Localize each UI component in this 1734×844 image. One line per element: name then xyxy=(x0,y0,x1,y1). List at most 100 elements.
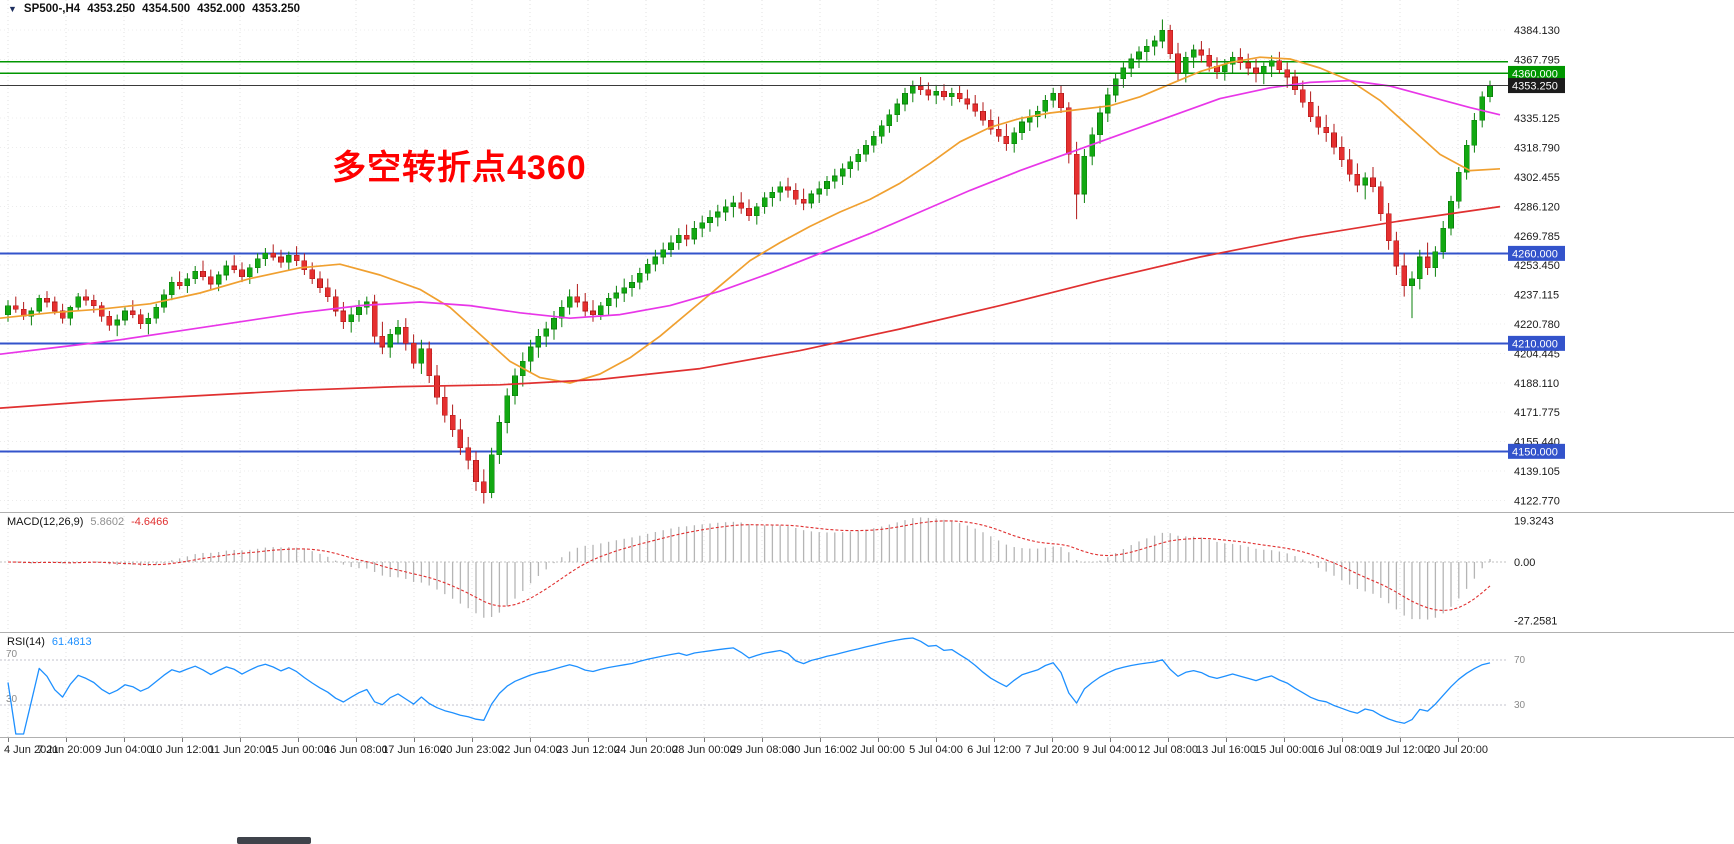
time-label: 17 Jun 16:00 xyxy=(382,744,446,756)
time-tick xyxy=(356,738,357,742)
candle xyxy=(371,301,378,337)
candle xyxy=(67,307,74,319)
time-tick xyxy=(588,738,589,742)
candle xyxy=(208,276,214,285)
price-box-label: 4260.000 xyxy=(1512,248,1558,260)
time-tick xyxy=(66,738,67,742)
macd-header: MACD(12,26,9) 5.8602 -4.6466 xyxy=(7,516,168,528)
panel-separator[interactable] xyxy=(0,632,1734,633)
price-tick-label: 4237.115 xyxy=(1514,290,1559,302)
candle xyxy=(1456,172,1462,202)
candle xyxy=(980,110,986,121)
candle xyxy=(1370,177,1376,188)
time-label: 16 Jun 08:00 xyxy=(324,744,388,756)
candle xyxy=(426,348,433,377)
rsi-panel[interactable]: 70 70 30 30 xyxy=(0,632,1734,737)
candle xyxy=(317,278,323,288)
candle xyxy=(987,119,994,130)
time-tick xyxy=(1284,738,1285,742)
price-tick-label: 4171.775 xyxy=(1514,407,1560,419)
candle xyxy=(1175,53,1181,74)
macd-axis-label: 0.00 xyxy=(1514,557,1535,569)
candle xyxy=(785,186,791,191)
candle xyxy=(1058,92,1064,108)
price-tick-label: 4302.455 xyxy=(1514,172,1560,184)
candle xyxy=(1463,145,1470,173)
time-label: 10 Jun 12:00 xyxy=(150,744,214,756)
candle xyxy=(340,310,347,323)
time-label: 4 Jun 2021 xyxy=(4,744,59,756)
ohlc-open: 4353.250 xyxy=(87,3,136,15)
candle xyxy=(28,310,35,317)
time-tick xyxy=(1110,738,1111,742)
candle xyxy=(948,92,955,98)
panel-separator[interactable] xyxy=(0,512,1734,513)
candle xyxy=(1487,85,1493,98)
macd-panel[interactable]: 19.3243 0.00 -27.2581 xyxy=(0,512,1734,632)
time-label: 24 Jun 20:00 xyxy=(614,744,678,756)
candle xyxy=(527,346,534,362)
time-label: 5 Jul 04:00 xyxy=(909,744,963,756)
candle xyxy=(324,287,331,297)
ohlc-low: 4352.000 xyxy=(197,3,246,15)
time-label: 15 Jun 00:00 xyxy=(266,744,330,756)
candle xyxy=(1081,155,1088,195)
time-tick xyxy=(414,738,415,742)
candle xyxy=(1339,146,1345,161)
candle xyxy=(512,375,518,396)
candle xyxy=(707,217,713,224)
candle xyxy=(91,299,97,306)
candle xyxy=(247,267,253,278)
candle xyxy=(1136,51,1142,60)
time-tick xyxy=(1342,738,1343,742)
candle xyxy=(699,222,706,229)
candle xyxy=(44,298,50,303)
candle xyxy=(714,211,721,218)
candle xyxy=(582,301,589,312)
candle xyxy=(1198,49,1205,56)
candle xyxy=(668,242,674,251)
time-tick xyxy=(878,738,879,742)
candle xyxy=(5,305,11,315)
candle xyxy=(285,254,292,263)
candle xyxy=(629,281,635,288)
candle xyxy=(1019,121,1025,134)
candle xyxy=(496,422,503,456)
candle xyxy=(13,305,19,310)
candle xyxy=(215,274,222,285)
candle xyxy=(972,103,979,112)
time-tick xyxy=(1226,738,1227,742)
time-tick xyxy=(472,738,473,742)
candle xyxy=(597,305,604,315)
price-box xyxy=(1508,443,1565,459)
candle xyxy=(738,202,745,209)
collapse-triangle-icon[interactable]: ▼ xyxy=(8,4,17,14)
candle xyxy=(1362,177,1368,186)
candle xyxy=(1315,116,1322,128)
candle xyxy=(176,281,183,287)
candle xyxy=(621,287,628,294)
candle xyxy=(1307,101,1314,117)
time-axis[interactable]: 4 Jun 2021 7 Jun 20:00 9 Jun 04:00 10 Jun 1… xyxy=(0,737,1734,761)
price-chart[interactable]: 4384.130 4367.795 4335.125 4318.790 4302.455… xyxy=(0,0,1734,512)
price-tick-label: 4384.130 xyxy=(1514,25,1560,37)
ma-mid-line xyxy=(0,79,1501,356)
candle xyxy=(278,256,284,263)
candle xyxy=(231,265,237,270)
candle xyxy=(574,296,581,303)
candle xyxy=(1003,136,1010,144)
candle xyxy=(122,310,128,321)
candle xyxy=(348,314,355,323)
candle xyxy=(543,328,550,337)
price-box xyxy=(1508,335,1565,351)
candle xyxy=(184,278,191,287)
candle xyxy=(558,307,565,319)
candle xyxy=(722,206,729,213)
candle xyxy=(137,314,144,324)
candle xyxy=(792,190,799,200)
time-label: 9 Jun 04:00 xyxy=(95,744,153,756)
candle xyxy=(130,310,136,315)
macd-axis-label: -27.2581 xyxy=(1514,616,1557,628)
candle xyxy=(808,193,815,204)
candle xyxy=(1050,92,1056,101)
